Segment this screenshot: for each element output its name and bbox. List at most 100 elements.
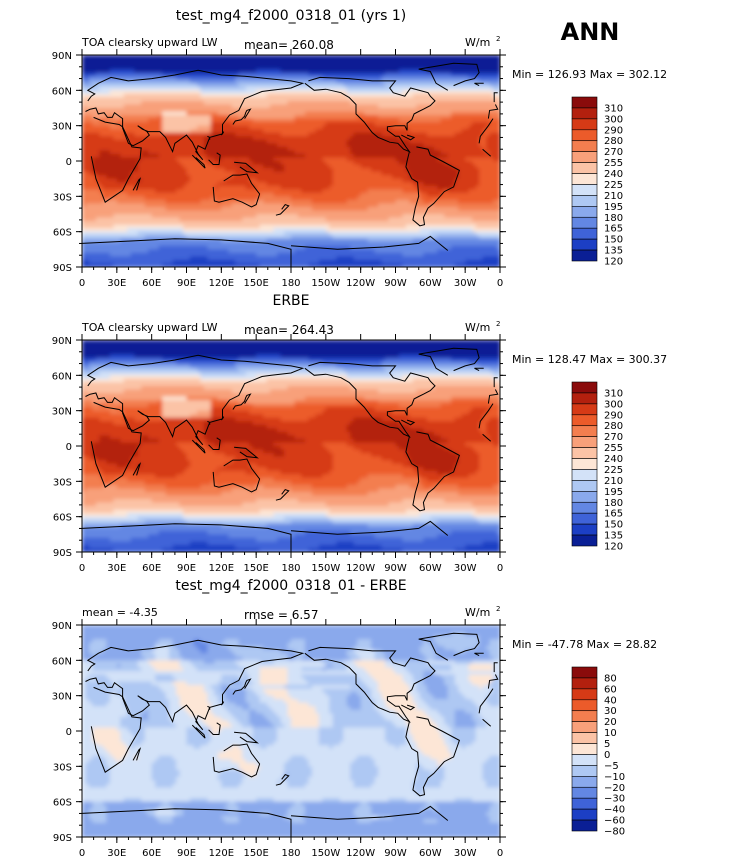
lon-tick-label: 90E bbox=[177, 278, 196, 289]
colorbar-level-label: 300 bbox=[604, 114, 623, 125]
lon-tick-label: 150E bbox=[243, 848, 268, 859]
colorbar-swatch bbox=[571, 403, 598, 416]
colorbar-level-label: 80 bbox=[604, 673, 617, 684]
colorbar-swatch bbox=[571, 458, 598, 470]
units-superscript: 2 bbox=[496, 605, 500, 613]
colorbar-level-label: 195 bbox=[604, 487, 623, 498]
lon-tick-label: 60W bbox=[419, 278, 442, 289]
colorbar-level-label: 300 bbox=[604, 399, 623, 410]
lat-tick-label: 0 bbox=[66, 442, 72, 453]
colorbar-level-label: 210 bbox=[604, 191, 623, 202]
colorbar-swatch bbox=[571, 118, 598, 131]
lon-tick-label: 0 bbox=[79, 278, 85, 289]
lon-tick-label: 150W bbox=[311, 278, 340, 289]
colorbar-level-label: −80 bbox=[604, 827, 625, 838]
lat-tick-label: 60S bbox=[53, 228, 72, 239]
lat-tick-label: 60N bbox=[52, 656, 72, 667]
lon-tick-label: 180 bbox=[281, 563, 300, 574]
colorbar-swatch bbox=[571, 249, 598, 262]
units-label: W/m bbox=[465, 36, 490, 49]
colorbar-level-label: 310 bbox=[604, 103, 623, 114]
colorbar-swatch bbox=[571, 151, 598, 163]
lat-tick-label: 90S bbox=[53, 833, 72, 844]
colorbar-swatch bbox=[571, 414, 598, 427]
coastlines bbox=[82, 347, 499, 552]
coastlines bbox=[82, 632, 499, 837]
colorbar: 3103002902802702552402252101951801651501… bbox=[571, 381, 623, 553]
colorbar-swatch bbox=[571, 819, 598, 832]
lat-tick-label: 60S bbox=[53, 513, 72, 524]
colorbar-swatch bbox=[571, 469, 598, 481]
colorbar-level-label: 180 bbox=[604, 213, 623, 224]
lat-tick-label: 30S bbox=[53, 762, 72, 773]
colorbar-level-label: 120 bbox=[604, 257, 623, 268]
panel-title: ERBE bbox=[272, 293, 309, 309]
colorbar-swatch bbox=[571, 797, 598, 810]
colorbar-swatch bbox=[571, 743, 598, 755]
colorbar-level-label: 5 bbox=[604, 739, 610, 750]
colorbar-swatch bbox=[571, 688, 598, 701]
colorbar-swatch bbox=[571, 216, 598, 229]
colorbar-swatch bbox=[571, 184, 598, 196]
lon-tick-label: 60E bbox=[142, 563, 161, 574]
lon-tick-label: 90E bbox=[177, 563, 196, 574]
colorbar-swatch bbox=[571, 162, 598, 174]
colorbar-level-label: 225 bbox=[604, 180, 623, 191]
colorbar-level-label: −5 bbox=[604, 761, 619, 772]
lat-tick-label: 60N bbox=[52, 86, 72, 97]
colorbar-level-label: 60 bbox=[604, 684, 617, 695]
lat-tick-label: 60S bbox=[53, 798, 72, 809]
colorbar-level-label: 0 bbox=[604, 750, 610, 761]
colorbar-swatch bbox=[571, 732, 598, 744]
colorbar-level-label: 165 bbox=[604, 224, 623, 235]
colorbar-level-label: −20 bbox=[604, 783, 625, 794]
colorbar-level-label: 165 bbox=[604, 509, 623, 520]
colorbar-swatch bbox=[571, 523, 598, 536]
colorbar-swatch bbox=[571, 447, 598, 459]
season-label: ANN bbox=[561, 18, 620, 46]
colorbar-level-label: 135 bbox=[604, 531, 623, 542]
lon-tick-label: 30W bbox=[454, 563, 477, 574]
colorbar-level-label: 120 bbox=[604, 542, 623, 553]
mean-value: mean= 260.08 bbox=[244, 38, 334, 52]
colorbar-swatch bbox=[571, 699, 598, 712]
colorbar-swatch bbox=[571, 721, 598, 733]
lon-tick-label: 0 bbox=[497, 563, 503, 574]
colorbar-swatch bbox=[571, 227, 598, 240]
colorbar-level-label: 255 bbox=[604, 158, 623, 169]
colorbar-swatch bbox=[571, 96, 598, 109]
colorbar-level-label: 290 bbox=[604, 125, 623, 136]
panel-title: test_mg4_f2000_0318_01 - ERBE bbox=[175, 578, 406, 594]
colorbar-level-label: 280 bbox=[604, 136, 623, 147]
min-max-label: Min = 128.47 Max = 300.37 bbox=[512, 353, 667, 366]
colorbar-swatch bbox=[571, 129, 598, 142]
units-label: W/m bbox=[465, 606, 490, 619]
lon-tick-label: 120W bbox=[346, 848, 375, 859]
colorbar-swatch bbox=[571, 238, 598, 251]
colorbar-swatch bbox=[571, 534, 598, 547]
lat-tick-label: 0 bbox=[66, 727, 72, 738]
lon-tick-label: 30E bbox=[107, 848, 126, 859]
lat-tick-label: 90N bbox=[52, 621, 72, 632]
lon-tick-label: 120E bbox=[209, 278, 234, 289]
colorbar-level-label: −40 bbox=[604, 805, 625, 816]
lat-tick-label: 90S bbox=[53, 548, 72, 559]
colorbar-swatch bbox=[571, 512, 598, 525]
lon-tick-label: 30E bbox=[107, 278, 126, 289]
colorbar-swatch bbox=[571, 786, 598, 799]
colorbar-level-label: 40 bbox=[604, 695, 617, 706]
lat-tick-label: 30N bbox=[52, 692, 72, 703]
colorbar-level-label: 195 bbox=[604, 202, 623, 213]
lon-tick-label: 30W bbox=[454, 278, 477, 289]
min-max-label: Min = -47.78 Max = 28.82 bbox=[512, 638, 657, 651]
colorbar-level-label: 20 bbox=[604, 717, 617, 728]
lat-tick-label: 30S bbox=[53, 192, 72, 203]
lon-tick-label: 60W bbox=[419, 848, 442, 859]
lon-tick-label: 0 bbox=[497, 848, 503, 859]
colorbar-swatch bbox=[571, 491, 598, 503]
colorbar-swatch bbox=[571, 710, 598, 722]
colorbar-level-label: 310 bbox=[604, 388, 623, 399]
lon-tick-label: 60W bbox=[419, 563, 442, 574]
